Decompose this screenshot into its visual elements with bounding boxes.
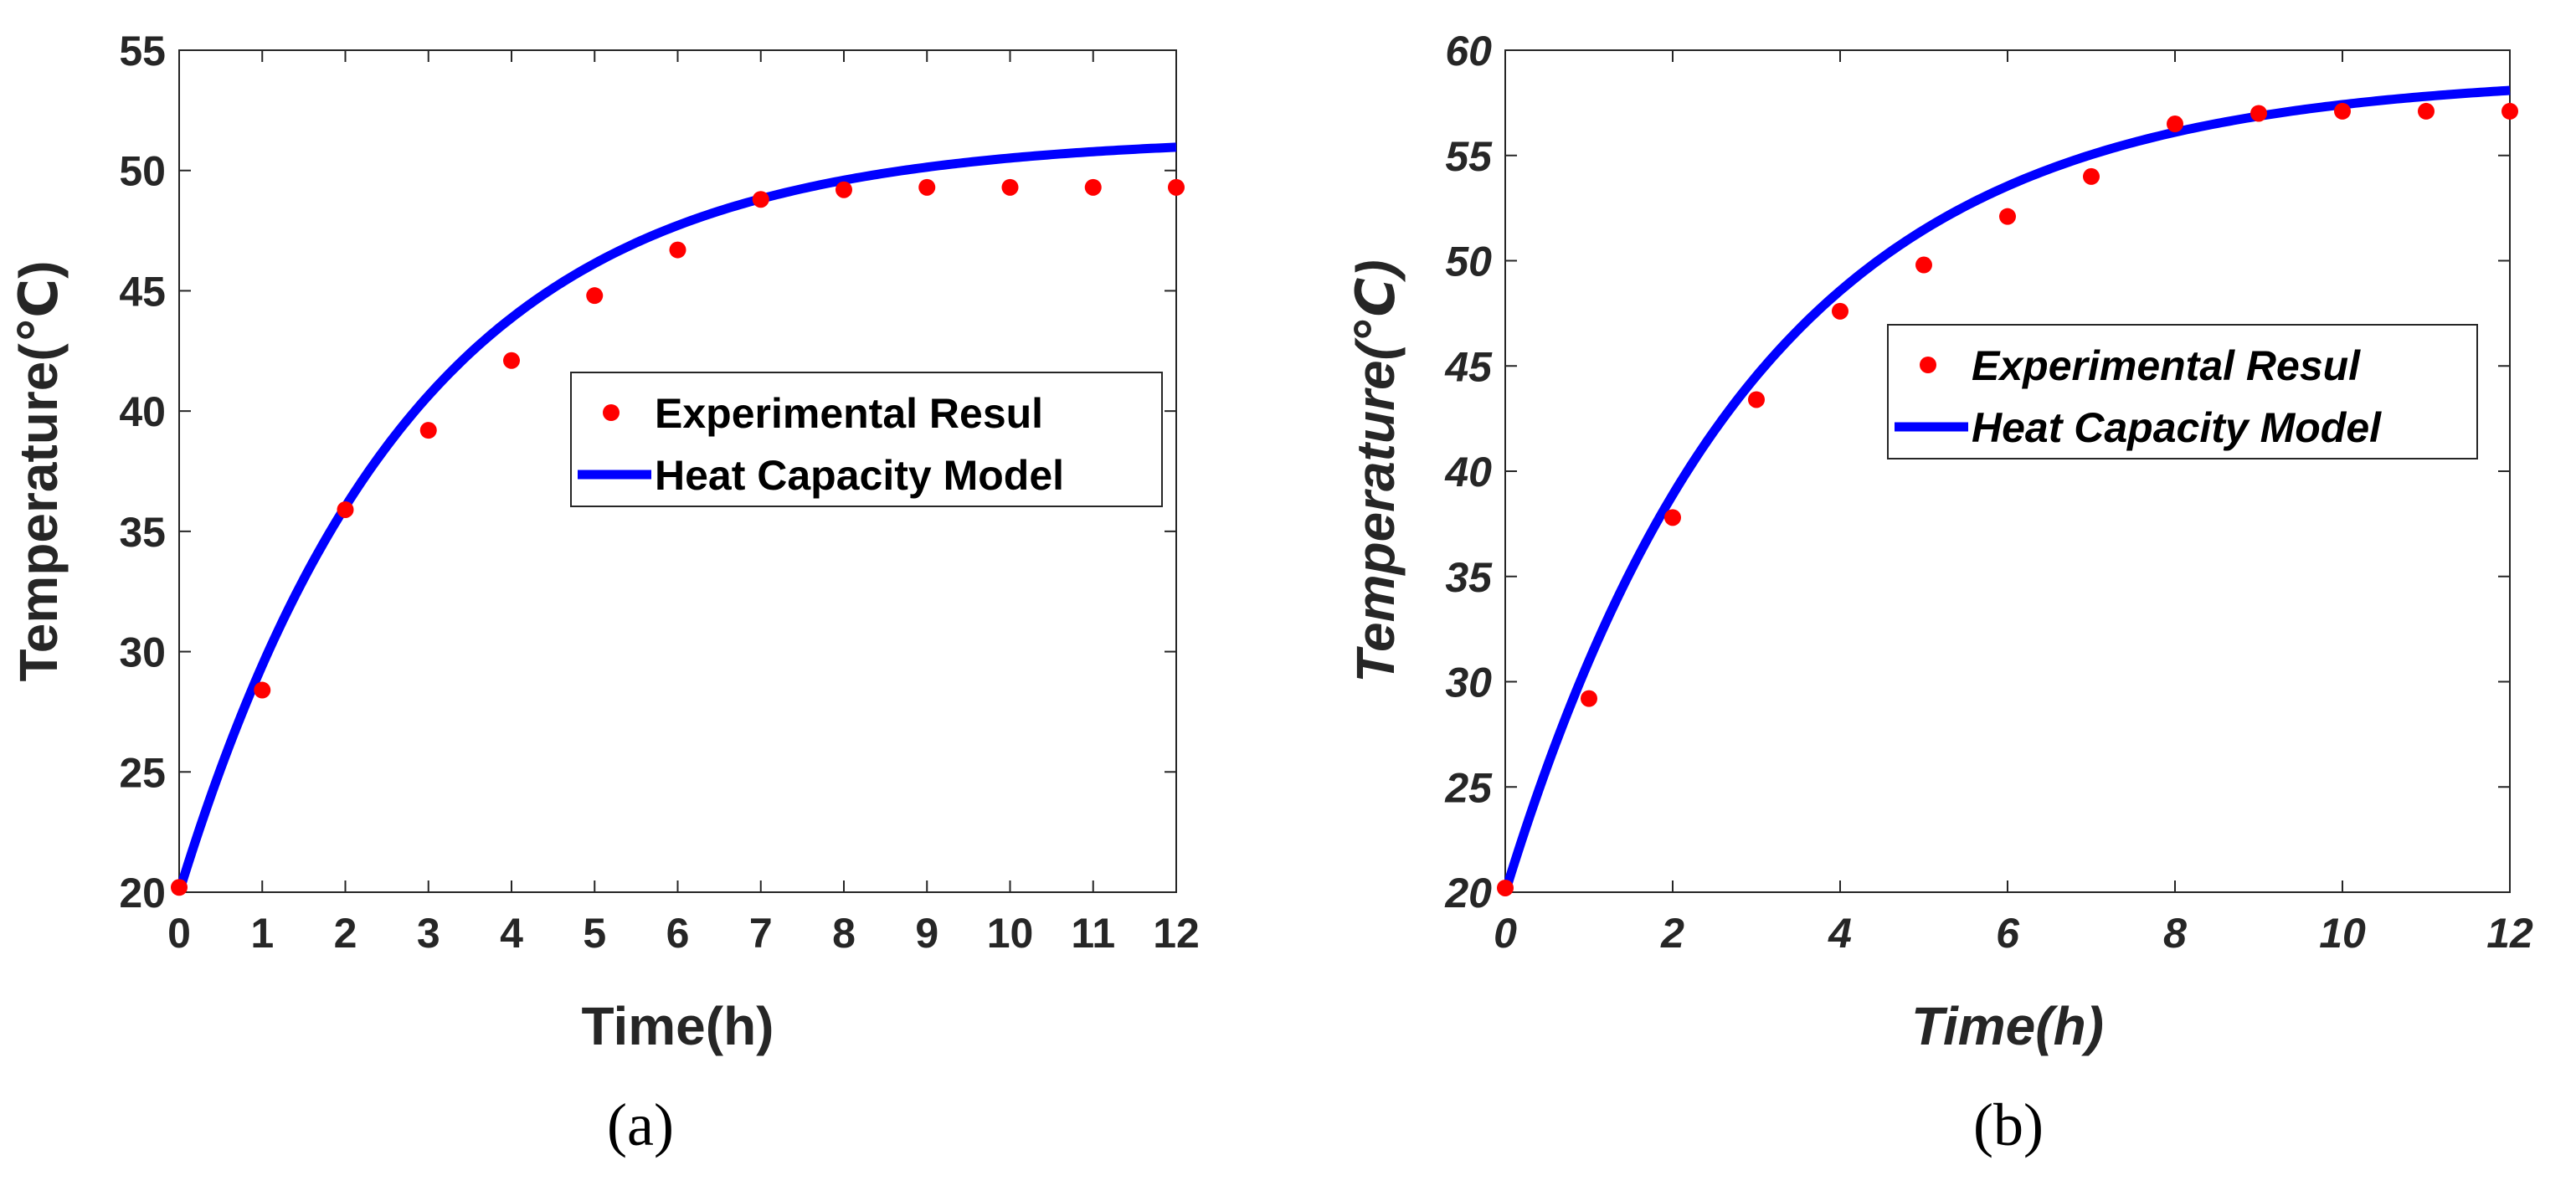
data-point-experimental bbox=[918, 178, 936, 196]
legend-box bbox=[1887, 324, 2478, 459]
x-tick-label: 6 bbox=[666, 910, 690, 957]
x-tick-label: 2 bbox=[334, 910, 357, 957]
x-tick-label: 12 bbox=[1153, 910, 1200, 957]
y-tick-label: 40 bbox=[119, 388, 166, 435]
data-point-experimental bbox=[2167, 116, 2183, 133]
y-tick-label: 50 bbox=[119, 148, 166, 195]
y-tick-label: 35 bbox=[119, 509, 166, 556]
data-point-experimental bbox=[503, 352, 520, 369]
x-tick-label: 2 bbox=[1660, 910, 1684, 957]
data-point-experimental bbox=[1001, 178, 1019, 196]
plot-area-b bbox=[1504, 49, 2511, 893]
data-point-experimental bbox=[2501, 102, 2518, 120]
data-point-experimental bbox=[419, 422, 437, 439]
x-tick-label: 8 bbox=[832, 910, 856, 957]
legend-marker-experimental bbox=[1920, 357, 1936, 373]
x-tick-label: 0 bbox=[1494, 910, 1517, 957]
x-tick-label: 0 bbox=[167, 910, 191, 957]
data-point-experimental bbox=[2250, 105, 2267, 122]
x-tick-label: 10 bbox=[2319, 910, 2366, 957]
y-tick-label: 60 bbox=[1445, 28, 1492, 74]
series-line-heat-capacity-model bbox=[174, 142, 1177, 894]
data-point-experimental bbox=[337, 501, 354, 518]
legend-entry: Experimental Resul bbox=[1972, 342, 2361, 389]
y-tick-label: 40 bbox=[1444, 449, 1492, 495]
x-tick-label: 1 bbox=[250, 910, 274, 957]
x-axis-label: Time(h) bbox=[582, 996, 774, 1056]
x-tick-label: 6 bbox=[1996, 910, 2020, 957]
data-point-experimental bbox=[752, 191, 769, 208]
x-axis-label: Time(h) bbox=[1911, 996, 2104, 1056]
data-point-experimental bbox=[1915, 256, 1932, 274]
y-tick-label: 25 bbox=[119, 749, 166, 796]
chart-panel-b: 20 25 30 35 40 45 50 55 60 0 2 4 6 8 10 12 Time(h) Temper… bbox=[1345, 28, 2533, 1158]
y-axis-label: Temperature(℃) bbox=[1345, 259, 1406, 682]
data-point-experimental bbox=[1168, 178, 1185, 196]
data-point-experimental bbox=[2083, 167, 2100, 185]
x-tick-label: 11 bbox=[1071, 910, 1115, 957]
y-tick-label: 20 bbox=[119, 870, 166, 916]
legend-entry: Experimental Resul bbox=[655, 390, 1043, 437]
legend-entry: Heat Capacity Model bbox=[655, 452, 1064, 499]
y-axis-label: Temperature(℃) bbox=[8, 260, 69, 681]
data-point-experimental bbox=[1832, 302, 1848, 320]
data-point-experimental bbox=[2418, 102, 2435, 120]
x-tick-label: 10 bbox=[987, 910, 1034, 957]
x-tick-label: 8 bbox=[2163, 910, 2187, 957]
y-tick-label: 45 bbox=[119, 268, 166, 315]
y-tick-label: 30 bbox=[1445, 660, 1492, 706]
panel-caption: (a) bbox=[607, 1091, 674, 1158]
legend-box bbox=[570, 372, 1163, 507]
legend-marker-experimental bbox=[603, 404, 620, 421]
panel-caption: (b) bbox=[1973, 1091, 2044, 1158]
y-tick-label: 25 bbox=[1444, 764, 1493, 811]
x-tick-label: 5 bbox=[583, 910, 606, 957]
data-point-experimental bbox=[2334, 102, 2351, 120]
data-point-experimental bbox=[586, 287, 604, 305]
data-point-experimental bbox=[1497, 879, 1514, 896]
y-tick-label: 30 bbox=[119, 629, 166, 676]
legend-entry: Heat Capacity Model bbox=[1972, 404, 2382, 451]
data-point-experimental bbox=[171, 879, 188, 896]
y-tick-label: 20 bbox=[1444, 870, 1492, 916]
x-tick-label: 9 bbox=[915, 910, 938, 957]
data-point-experimental bbox=[1999, 208, 2016, 225]
y-tick-label: 35 bbox=[1445, 554, 1493, 601]
data-point-experimental bbox=[1748, 391, 1765, 408]
data-point-experimental bbox=[1084, 178, 1102, 196]
y-tick-label: 45 bbox=[1444, 343, 1493, 390]
y-tick-label: 55 bbox=[1445, 133, 1493, 180]
data-point-experimental bbox=[1664, 509, 1681, 526]
x-tick-label: 12 bbox=[2486, 910, 2533, 957]
x-tick-label: 7 bbox=[749, 910, 773, 957]
x-tick-label: 3 bbox=[417, 910, 440, 957]
y-tick-label: 55 bbox=[119, 28, 166, 74]
data-point-experimental bbox=[254, 681, 271, 699]
data-point-experimental bbox=[836, 181, 852, 198]
data-point-experimental bbox=[1581, 690, 1597, 707]
y-tick-label: 50 bbox=[1445, 239, 1492, 285]
x-tick-label: 4 bbox=[500, 910, 523, 957]
data-point-experimental bbox=[669, 241, 686, 259]
x-tick-label: 4 bbox=[1828, 910, 1852, 957]
